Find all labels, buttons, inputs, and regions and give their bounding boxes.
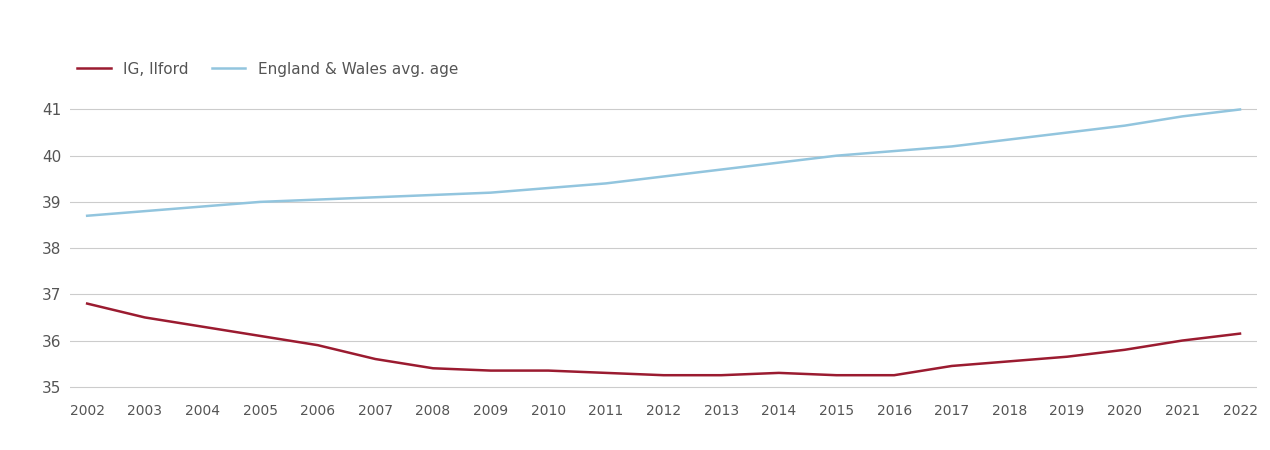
IG, Ilford xyxy=(1002,359,1017,364)
IG, Ilford xyxy=(194,324,210,329)
England & Wales avg. age xyxy=(1118,123,1133,128)
IG, Ilford xyxy=(137,315,152,320)
England & Wales avg. age xyxy=(886,148,902,154)
IG, Ilford xyxy=(425,365,441,371)
IG, Ilford xyxy=(829,373,845,378)
IG, Ilford xyxy=(714,373,729,378)
IG, Ilford xyxy=(310,342,325,348)
England & Wales avg. age xyxy=(137,208,152,214)
IG, Ilford xyxy=(944,363,959,369)
England & Wales avg. age xyxy=(1232,107,1247,112)
IG, Ilford xyxy=(1059,354,1074,360)
England & Wales avg. age xyxy=(368,194,384,200)
England & Wales avg. age xyxy=(598,181,613,186)
England & Wales avg. age xyxy=(425,192,441,198)
England & Wales avg. age xyxy=(1059,130,1074,135)
England & Wales avg. age xyxy=(194,204,210,209)
Legend: IG, Ilford, England & Wales avg. age: IG, Ilford, England & Wales avg. age xyxy=(77,62,458,76)
IG, Ilford xyxy=(1232,331,1247,336)
Line: England & Wales avg. age: England & Wales avg. age xyxy=(88,109,1240,216)
England & Wales avg. age xyxy=(829,153,845,158)
IG, Ilford xyxy=(80,301,95,306)
IG, Ilford xyxy=(483,368,498,373)
IG, Ilford xyxy=(368,356,384,362)
England & Wales avg. age xyxy=(944,144,959,149)
England & Wales avg. age xyxy=(483,190,498,195)
IG, Ilford xyxy=(1175,338,1190,343)
IG, Ilford xyxy=(1118,347,1133,352)
IG, Ilford xyxy=(886,373,902,378)
IG, Ilford xyxy=(541,368,556,373)
England & Wales avg. age xyxy=(1175,114,1190,119)
England & Wales avg. age xyxy=(80,213,95,218)
IG, Ilford xyxy=(657,373,672,378)
England & Wales avg. age xyxy=(657,174,672,179)
England & Wales avg. age xyxy=(310,197,325,202)
England & Wales avg. age xyxy=(771,160,786,165)
England & Wales avg. age xyxy=(1002,137,1017,142)
Line: IG, Ilford: IG, Ilford xyxy=(88,304,1240,375)
IG, Ilford xyxy=(598,370,613,376)
IG, Ilford xyxy=(253,333,268,338)
England & Wales avg. age xyxy=(541,185,556,191)
England & Wales avg. age xyxy=(714,167,729,172)
England & Wales avg. age xyxy=(253,199,268,205)
IG, Ilford xyxy=(771,370,786,376)
